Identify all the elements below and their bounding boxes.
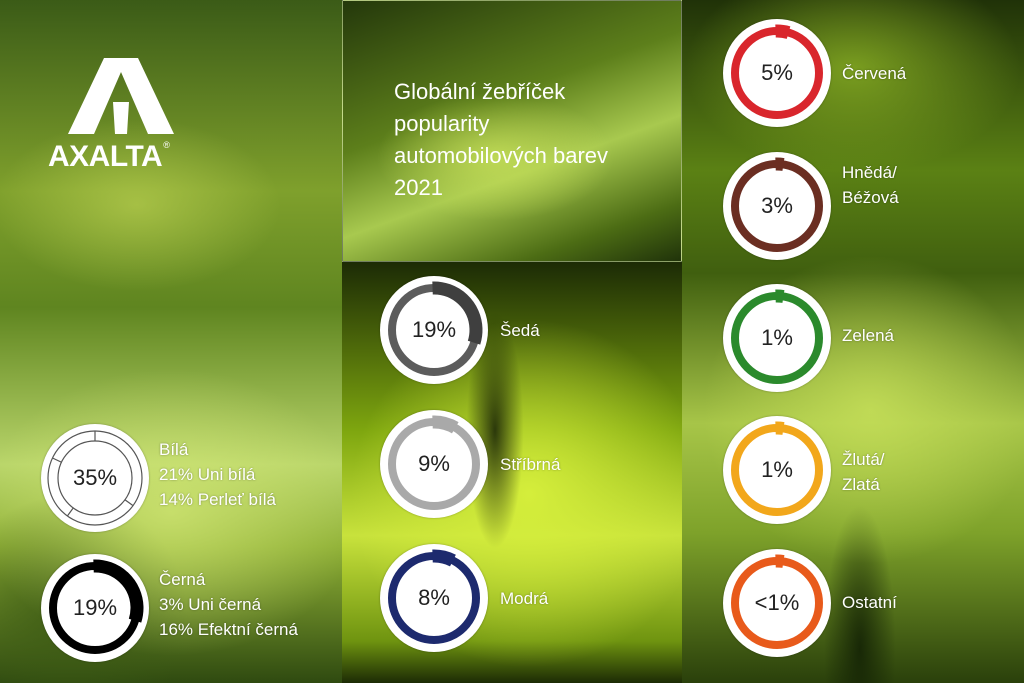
ring-graphic-cerna (46, 559, 144, 657)
ring-graphic-seda (385, 281, 483, 379)
label-bila: Bílá 21% Uni bílá 14% Perleť bílá (159, 437, 276, 512)
label-cervena: Červená (842, 61, 906, 86)
ring-graphic-modra (385, 549, 483, 647)
label-zelena: Zelená (842, 323, 894, 348)
ring-value-label-stribrna: 9% (418, 451, 450, 476)
ring-graphic-cervena (728, 24, 826, 122)
page-title: Globální žebříček popularity automobilov… (394, 76, 674, 204)
axalta-a-icon (68, 58, 174, 134)
ring-zluta: 1% (723, 416, 831, 524)
label-zluta: Žlutá/Zlatá (842, 447, 885, 497)
ring-bila: 35% (41, 424, 149, 532)
label-line: Zlatá (842, 475, 880, 494)
axalta-wordmark: AXALTA® (48, 140, 170, 173)
ring-graphic-ostatni (728, 554, 826, 652)
label-line: Černá (159, 570, 206, 589)
title-line: Globální žebříček (394, 79, 566, 104)
ring-value-label-bila: 35% (72, 465, 118, 490)
title-background-panel (342, 0, 682, 262)
label-line: Hnědá/ (842, 163, 897, 182)
label-line: Modrá (500, 589, 549, 608)
ring-graphic-bila (47, 430, 143, 526)
ring-value-label-hneda: 3% (761, 193, 793, 218)
label-line: Zelená (842, 326, 894, 345)
ring-stribrna: 9% (380, 410, 488, 518)
ring-value-label-ostatni: <1% (754, 590, 800, 615)
label-hneda: Hnědá/Béžová (842, 160, 899, 210)
ring-value-label-zluta: 1% (761, 457, 793, 482)
label-line: Béžová (842, 188, 899, 207)
ring-value-label-zelena: 1% (761, 325, 793, 350)
label-line: 3% Uni černá (159, 595, 262, 614)
ring-modra: 8% (380, 544, 488, 652)
ring-segment-tick (124, 499, 134, 507)
ring-hneda: 3% (723, 152, 831, 260)
ring-graphic-stribrna (385, 415, 483, 513)
ring-value-label-cerna: 19% (72, 595, 118, 620)
label-line: Červená (842, 64, 907, 83)
label-line: 21% Uni bílá (159, 465, 256, 484)
label-ostatni: Ostatní (842, 590, 897, 615)
ring-value-label-seda: 19% (411, 317, 457, 342)
ring-value-label-cervena: 5% (761, 60, 793, 85)
ring-cerna: 19% (41, 554, 149, 662)
label-line: Stříbrná (500, 455, 561, 474)
label-modra: Modrá (500, 586, 548, 611)
ring-value-arc-cervena (728, 24, 826, 122)
ring-value-arc-zluta (728, 421, 826, 519)
ring-segment-tick (66, 507, 74, 517)
ring-value-arc-zelena (728, 289, 826, 387)
axalta-logo: AXALTA® (48, 56, 213, 174)
ring-ostatni: <1% (723, 549, 831, 657)
title-line: 2021 (394, 175, 443, 200)
ring-zelena: 1% (723, 284, 831, 392)
ring-cervena: 5% (723, 19, 831, 127)
ring-value-arc-hneda (728, 157, 826, 255)
label-line: Šedá (500, 321, 540, 340)
label-cerna: Černá 3% Uni černá 16% Efektní černá (159, 567, 298, 642)
ring-graphic-zluta (728, 421, 826, 519)
label-line: Ostatní (842, 593, 897, 612)
label-line: 14% Perleť bílá (159, 490, 276, 509)
title-line: popularity (394, 111, 490, 136)
ring-value-arc-ostatni (728, 554, 826, 652)
ring-graphic-hneda (728, 157, 826, 255)
title-line: automobilových barev (394, 143, 609, 168)
ring-seda: 19% (380, 276, 488, 384)
label-line: Žlutá/ (842, 450, 885, 469)
label-stribrna: Stříbrná (500, 452, 560, 477)
label-line: 16% Efektní černá (159, 620, 298, 639)
ring-value-label-modra: 8% (418, 585, 450, 610)
label-seda: Šedá (500, 318, 540, 343)
ring-segment-tick (52, 457, 62, 463)
label-line: Bílá (159, 440, 189, 459)
ring-graphic-zelena (728, 289, 826, 387)
